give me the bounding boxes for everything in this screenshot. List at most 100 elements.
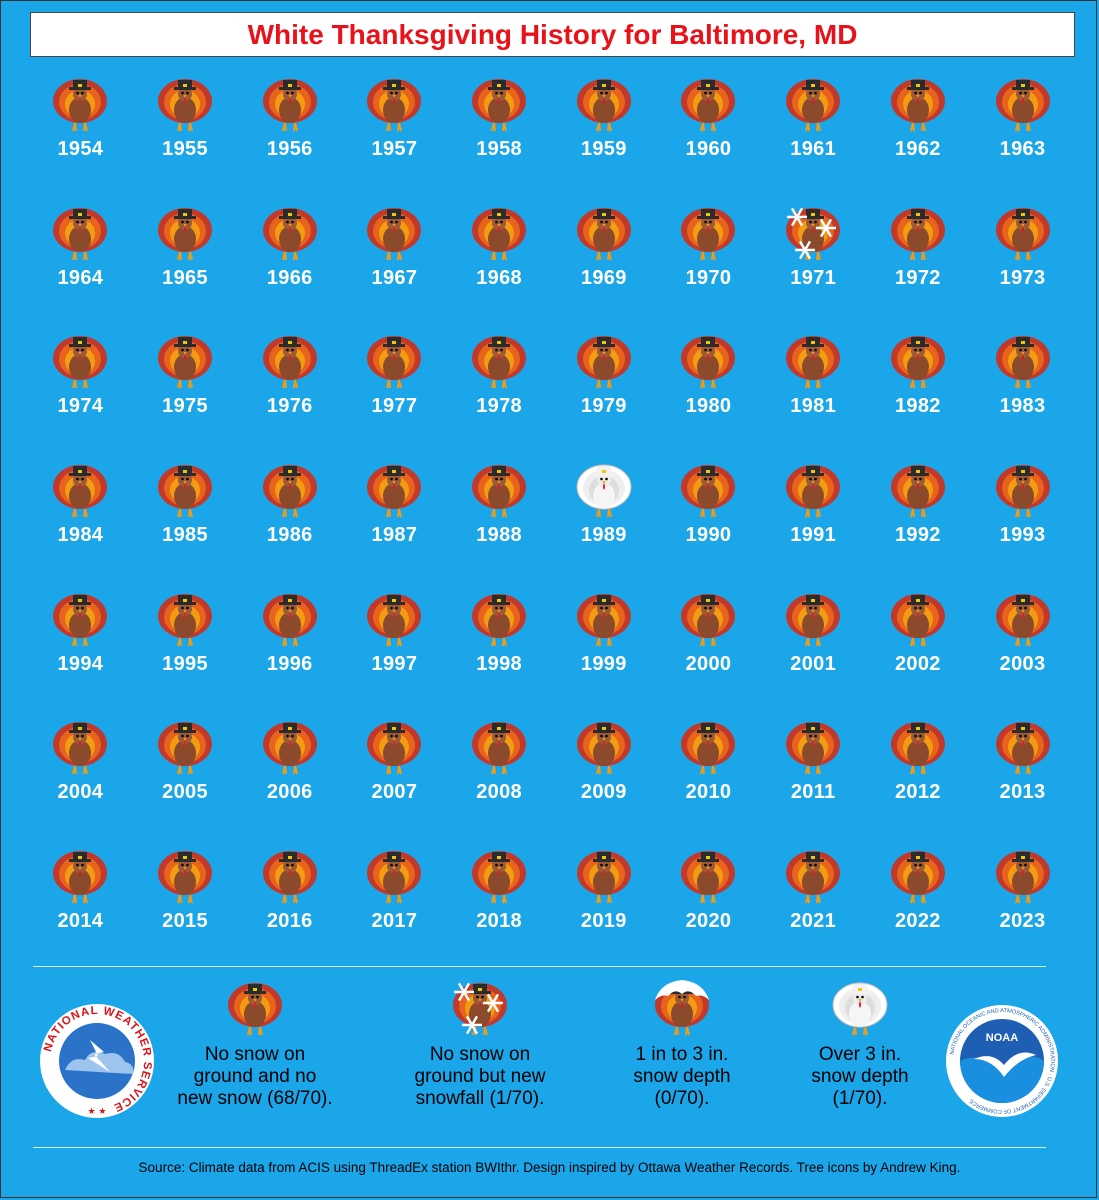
- year-label: 1979: [580, 395, 627, 418]
- turkey-icon: [472, 465, 527, 518]
- year-label: 1959: [580, 138, 627, 160]
- year-cell: 2010: [656, 713, 761, 842]
- year-cell: 2023: [970, 842, 1075, 971]
- year-label: 2010: [685, 781, 732, 804]
- year-cell: 1971: [761, 199, 866, 328]
- nws-logo: NATIONAL WEATHER SERVICE ★ ★: [38, 1002, 156, 1125]
- year-label: 1998: [476, 652, 522, 675]
- year-label: 2003: [999, 652, 1046, 675]
- year-cell: 1957: [342, 70, 447, 199]
- year-label: 1987: [371, 524, 418, 547]
- year-label: 2021: [790, 910, 836, 933]
- year-grid: 1954 1955 1956 1957 1958 1959 1960 1961 1962 1963…: [28, 70, 1078, 971]
- year-label: 1974: [57, 395, 104, 418]
- year-label: 1978: [476, 395, 522, 418]
- year-label: 1993: [999, 524, 1046, 547]
- legend-no-snow: No snow on ground and no new snow (68/70).: [155, 978, 355, 1110]
- year-label: 2011: [790, 781, 836, 804]
- year-label: 2012: [894, 781, 941, 804]
- year-label: 1977: [371, 395, 418, 418]
- year-cell: 1997: [342, 585, 447, 714]
- year-label: 1961: [790, 138, 836, 160]
- year-cell: 1969: [551, 199, 656, 328]
- turkey-icon: [890, 722, 945, 775]
- year-cell: 1954: [28, 70, 133, 199]
- turkey-icon: [53, 79, 108, 132]
- legend-1-3-inch: 1 in to 3 in. snow depth (0/70).: [582, 978, 782, 1110]
- year-cell: 1966: [237, 199, 342, 328]
- turkey-icon: [472, 593, 527, 646]
- year-cell: 2021: [761, 842, 866, 971]
- year-cell: 1995: [133, 585, 238, 714]
- year-cell: 1968: [447, 199, 552, 328]
- year-cell: 1973: [970, 199, 1075, 328]
- turkey-icon: [576, 722, 631, 775]
- snowflake-turkey-icon: [786, 207, 841, 260]
- year-label: 1954: [57, 138, 104, 160]
- turkey-icon: [890, 593, 945, 646]
- turkey-icon: [53, 465, 108, 518]
- year-cell: 2019: [551, 842, 656, 971]
- year-cell: 1958: [447, 70, 552, 199]
- snowflake-turkey-icon: [453, 982, 507, 1036]
- year-label: 2009: [580, 781, 627, 804]
- year-cell: 2020: [656, 842, 761, 971]
- turkey-icon: [681, 207, 736, 260]
- year-label: 2006: [266, 781, 313, 804]
- year-label: 1985: [162, 524, 208, 547]
- turkey-icon: [681, 722, 736, 775]
- year-cell: 1962: [866, 70, 971, 199]
- year-label: 2015: [162, 910, 208, 933]
- year-cell: 1987: [342, 456, 447, 585]
- year-label: 1969: [580, 266, 627, 289]
- year-label: 1964: [57, 266, 104, 289]
- year-label: 1971: [790, 266, 836, 289]
- year-cell: 1988: [447, 456, 552, 585]
- year-cell: 1985: [133, 456, 238, 585]
- year-cell: 2008: [447, 713, 552, 842]
- turkey-icon: [576, 79, 631, 132]
- year-label: 1984: [57, 524, 104, 547]
- year-cell: 1964: [28, 199, 133, 328]
- turkey-icon: [158, 722, 213, 775]
- turkey-icon: [681, 851, 736, 904]
- turkey-icon: [53, 593, 108, 646]
- year-label: 2007: [371, 781, 418, 804]
- turkey-icon: [786, 851, 841, 904]
- year-cell: 1955: [133, 70, 238, 199]
- legend-label: No snow on ground but new snowfall (1/70).: [414, 1044, 546, 1109]
- turkey-icon: [681, 593, 736, 646]
- turkey-icon: [228, 983, 282, 1036]
- year-label: 1997: [371, 652, 418, 675]
- year-label: 1986: [266, 524, 313, 547]
- year-label: 1960: [685, 138, 732, 160]
- year-cell: 2007: [342, 713, 447, 842]
- year-cell: 1981: [761, 327, 866, 456]
- year-label: 2013: [999, 781, 1046, 804]
- year-cell: 2003: [970, 585, 1075, 714]
- year-cell: 1970: [656, 199, 761, 328]
- turkey-icon: [158, 207, 213, 260]
- year-label: 1968: [476, 266, 522, 289]
- year-label: 2014: [57, 910, 104, 933]
- turkey-icon: [367, 465, 422, 518]
- year-label: 1963: [999, 138, 1046, 160]
- year-label: 1983: [999, 395, 1046, 418]
- year-cell: 2005: [133, 713, 238, 842]
- year-cell: 1984: [28, 456, 133, 585]
- year-label: 1970: [685, 266, 732, 289]
- turkey-icon: [472, 851, 527, 904]
- year-cell: 1975: [133, 327, 238, 456]
- year-label: 1999: [580, 652, 627, 675]
- year-cell: 2017: [342, 842, 447, 971]
- white-turkey-icon: [832, 982, 888, 1036]
- turkey-icon: [158, 79, 213, 132]
- turkey-icon: [158, 336, 213, 389]
- turkey-icon: [576, 336, 631, 389]
- year-cell: 1989: [551, 456, 656, 585]
- turkey-icon: [472, 722, 527, 775]
- turkey-icon: [890, 851, 945, 904]
- year-cell: 1976: [237, 327, 342, 456]
- year-cell: 2006: [237, 713, 342, 842]
